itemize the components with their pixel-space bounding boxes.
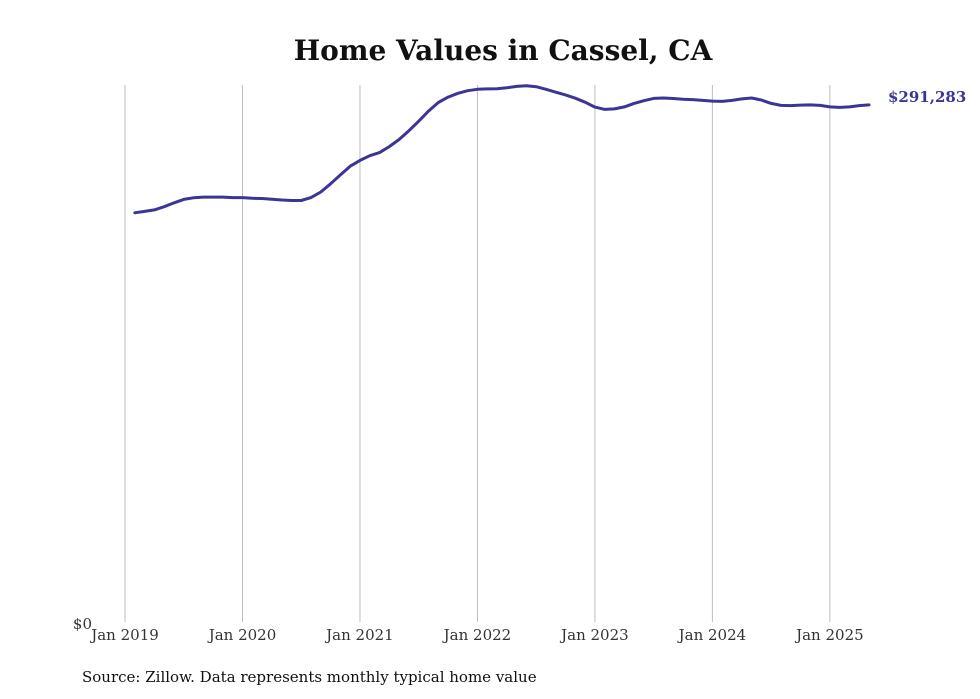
end-value-label: $291,283: [888, 88, 966, 106]
chart-title: Home Values in Cassel, CA: [294, 34, 714, 67]
x-tick-label: Jan 2023: [559, 626, 629, 644]
x-tick-label: Jan 2020: [207, 626, 277, 644]
x-tick-label: Jan 2024: [677, 626, 747, 644]
axis-labels: Jan 2019 Jan 2020 Jan 2021 Jan 2022 Jan 2023…: [73, 88, 966, 644]
y-tick-label: $0: [73, 615, 92, 633]
x-tick-label: Jan 2022: [442, 626, 512, 644]
x-tick-label: Jan 2019: [89, 626, 159, 644]
x-tick-label: Jan 2021: [324, 626, 394, 644]
x-tick-label: Jan 2025: [794, 626, 864, 644]
series-line-group: [133, 84, 871, 215]
source-note: Source: Zillow. Data represents monthly …: [82, 668, 537, 686]
series-line-home-value: [133, 84, 871, 215]
vertical-gridlines: [124, 85, 831, 622]
